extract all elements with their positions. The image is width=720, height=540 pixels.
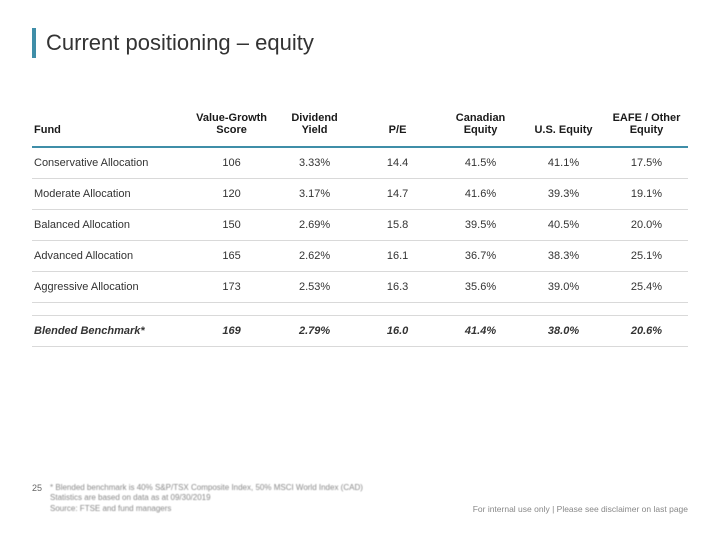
cell: 19.1% — [605, 179, 688, 210]
footer: 25 * Blended benchmark is 40% S&P/TSX Co… — [32, 483, 688, 514]
cell-fund: Blended Benchmark* — [32, 316, 190, 347]
col-pe: P/E — [356, 104, 439, 147]
cell: 165 — [190, 241, 273, 272]
cell: 25.1% — [605, 241, 688, 272]
footnote-lines: * Blended benchmark is 40% S&P/TSX Compo… — [50, 483, 363, 514]
cell: 106 — [190, 147, 273, 179]
cell: 40.5% — [522, 210, 605, 241]
cell: 39.3% — [522, 179, 605, 210]
cell: 2.69% — [273, 210, 356, 241]
cell: 38.0% — [522, 316, 605, 347]
cell-fund: Advanced Allocation — [32, 241, 190, 272]
cell: 39.0% — [522, 272, 605, 303]
cell: 3.17% — [273, 179, 356, 210]
cell: 2.53% — [273, 272, 356, 303]
equity-table: Fund Value-Growth Score Dividend Yield P… — [32, 104, 688, 347]
cell: 17.5% — [605, 147, 688, 179]
cell: 41.1% — [522, 147, 605, 179]
footer-disclaimer: For internal use only | Please see discl… — [473, 504, 688, 514]
cell: 2.62% — [273, 241, 356, 272]
col-us-equity: U.S. Equity — [522, 104, 605, 147]
table-header-row: Fund Value-Growth Score Dividend Yield P… — [32, 104, 688, 147]
cell: 3.33% — [273, 147, 356, 179]
col-div-yield: Dividend Yield — [273, 104, 356, 147]
cell-fund: Balanced Allocation — [32, 210, 190, 241]
table-row: Moderate Allocation 120 3.17% 14.7 41.6%… — [32, 179, 688, 210]
title-accent-bar — [32, 28, 36, 58]
footnote-1: * Blended benchmark is 40% S&P/TSX Compo… — [50, 483, 363, 493]
cell-fund: Aggressive Allocation — [32, 272, 190, 303]
footnote-3: Source: FTSE and fund managers — [50, 504, 363, 514]
cell-fund: Conservative Allocation — [32, 147, 190, 179]
footer-left: 25 * Blended benchmark is 40% S&P/TSX Co… — [32, 483, 363, 514]
cell-fund: Moderate Allocation — [32, 179, 190, 210]
cell: 41.5% — [439, 147, 522, 179]
cell: 16.0 — [356, 316, 439, 347]
cell: 14.4 — [356, 147, 439, 179]
benchmark-row: Blended Benchmark* 169 2.79% 16.0 41.4% … — [32, 316, 688, 347]
cell: 35.6% — [439, 272, 522, 303]
cell: 25.4% — [605, 272, 688, 303]
cell: 39.5% — [439, 210, 522, 241]
cell: 120 — [190, 179, 273, 210]
cell: 20.6% — [605, 316, 688, 347]
col-vg-score: Value-Growth Score — [190, 104, 273, 147]
page-title: Current positioning – equity — [46, 30, 314, 56]
title-row: Current positioning – equity — [32, 28, 688, 58]
table-row: Advanced Allocation 165 2.62% 16.1 36.7%… — [32, 241, 688, 272]
table-row: Aggressive Allocation 173 2.53% 16.3 35.… — [32, 272, 688, 303]
cell: 38.3% — [522, 241, 605, 272]
cell: 150 — [190, 210, 273, 241]
cell: 36.7% — [439, 241, 522, 272]
cell: 16.1 — [356, 241, 439, 272]
table-row: Balanced Allocation 150 2.69% 15.8 39.5%… — [32, 210, 688, 241]
cell: 169 — [190, 316, 273, 347]
table-spacer — [32, 303, 688, 316]
footnote-2: Statistics are based on data as at 09/30… — [50, 493, 363, 503]
cell: 173 — [190, 272, 273, 303]
cell: 15.8 — [356, 210, 439, 241]
cell: 16.3 — [356, 272, 439, 303]
cell: 2.79% — [273, 316, 356, 347]
col-fund: Fund — [32, 104, 190, 147]
col-eafe-equity: EAFE / Other Equity — [605, 104, 688, 147]
cell: 20.0% — [605, 210, 688, 241]
table-row: Conservative Allocation 106 3.33% 14.4 4… — [32, 147, 688, 179]
page-number: 25 — [32, 483, 42, 493]
cell: 14.7 — [356, 179, 439, 210]
col-cad-equity: Canadian Equity — [439, 104, 522, 147]
cell: 41.6% — [439, 179, 522, 210]
cell: 41.4% — [439, 316, 522, 347]
